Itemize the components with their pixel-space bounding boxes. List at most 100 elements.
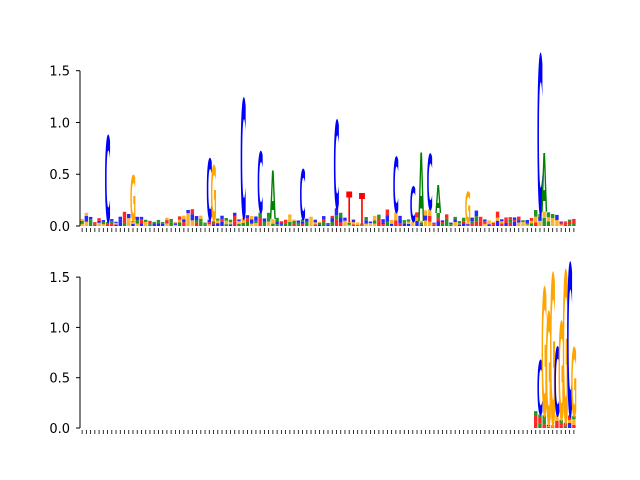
logo-letter-small	[199, 215, 203, 219]
logo-letter-small	[377, 218, 381, 222]
logo-letter-small	[186, 210, 190, 214]
logo-letter-small	[254, 223, 258, 226]
logo-letter-small	[334, 214, 339, 220]
logo-letter-small	[423, 220, 428, 226]
logo-letter-small	[444, 214, 449, 219]
logo-letter-small	[474, 216, 479, 222]
logo-letter-small	[546, 427, 551, 428]
logo-letter-small	[415, 217, 419, 222]
logo-letter-small	[521, 222, 525, 224]
logo-letter-small	[135, 220, 139, 224]
logo-letter-small	[177, 219, 182, 223]
logo-letter-small	[572, 415, 576, 420]
logo-letter-small	[156, 223, 161, 226]
logo-letter-small	[495, 217, 500, 221]
logo-letter-small	[105, 222, 110, 224]
logo-letter-small	[538, 417, 542, 424]
logo-letter-small	[517, 222, 521, 226]
logo-letter-small	[283, 221, 288, 224]
logo-letter-small	[550, 426, 555, 428]
logo-letter-small	[216, 223, 220, 226]
logo-letter-small	[88, 222, 93, 226]
logo-letter-small	[186, 213, 190, 220]
logo-letter-small	[563, 222, 568, 225]
logo-letter-small	[436, 221, 440, 226]
logo-letter-small	[216, 218, 220, 221]
logo-letter: C	[240, 68, 246, 257]
logo-letter-small	[444, 218, 449, 222]
logo-letter-small	[271, 221, 275, 224]
logo-letter-small	[127, 218, 131, 221]
logo-letter-small	[483, 223, 487, 226]
logo-letter-small	[296, 222, 301, 225]
logo-letter-small	[207, 222, 212, 225]
logo-letter-small	[114, 222, 118, 225]
logo-letter-small	[233, 212, 237, 216]
logo-letter-small	[80, 218, 84, 221]
logo-letter-small	[288, 221, 292, 226]
logo-letter-small	[143, 219, 148, 222]
logo-letter-small	[440, 221, 445, 224]
logo-letter-small	[555, 223, 559, 226]
logo-letter-small	[470, 217, 474, 222]
logo-letter: C	[105, 113, 111, 250]
logo-letter-small	[101, 220, 106, 222]
logo-letter-small	[550, 427, 555, 428]
logo-letter-small	[122, 222, 127, 226]
logo-letter-small	[143, 224, 148, 226]
logo-letter-small	[474, 210, 479, 217]
logo-letter-small	[402, 223, 407, 226]
logo-letter-small	[572, 419, 576, 425]
logo-letter-small	[428, 209, 432, 216]
logo-letter-small	[211, 221, 216, 223]
logo-letter-small	[275, 217, 279, 222]
logo-letter-small	[529, 220, 534, 224]
logo-letter-small	[249, 216, 254, 220]
logo-letter-small	[330, 218, 334, 222]
logo-letter-small	[546, 221, 551, 226]
logo-letter-small	[512, 221, 517, 226]
logo-letter-small	[567, 219, 572, 222]
logo-letter-small	[428, 221, 432, 226]
logo-letter-small	[203, 224, 207, 226]
logo-letter-small	[572, 218, 576, 222]
logo-letter-small	[220, 215, 224, 219]
logo-letter-small	[377, 221, 381, 226]
logo-letter-small	[504, 223, 508, 226]
logo-letter-small	[245, 218, 250, 222]
logo-letter-small	[546, 426, 551, 428]
logo-letter-small	[389, 219, 394, 222]
logo-letter-small	[309, 222, 313, 226]
logo-letter-small	[220, 221, 224, 226]
logo-letter-small	[156, 222, 161, 224]
logo-letter-small	[266, 212, 271, 218]
logo-letter-small	[550, 213, 555, 219]
logo-letter-small	[296, 220, 301, 223]
logo-letter-small	[559, 419, 563, 424]
logo-letter-small	[305, 218, 309, 222]
logo-letter-small	[245, 215, 250, 219]
logo-letter-small	[296, 224, 301, 226]
logo-letter-small	[508, 219, 513, 223]
logo-letter-small	[152, 224, 156, 226]
logo-letter-small	[377, 214, 381, 219]
logo-letter-small	[449, 223, 453, 225]
logo-letter-small	[114, 224, 118, 226]
logo-letter-small	[245, 221, 250, 226]
logo-letter-small	[449, 224, 453, 226]
logo-letter-small	[423, 215, 428, 221]
logo-letter: G	[541, 255, 547, 457]
logo-letter-small	[550, 218, 555, 224]
logo-letter-small	[216, 220, 220, 224]
logo-letter-small	[224, 218, 228, 221]
logo-letter-small	[233, 221, 237, 226]
logo-letter-small	[347, 224, 351, 226]
logo-letter-small	[292, 223, 296, 226]
logo-letter-small	[165, 220, 169, 224]
y-tick-label: 0.0	[49, 220, 70, 235]
logo-letter-small	[360, 223, 364, 225]
logo-letter: C	[410, 178, 416, 234]
logo-letter-small	[521, 223, 525, 226]
logo-letter-small	[190, 220, 195, 226]
logo-letter: T	[359, 185, 365, 233]
